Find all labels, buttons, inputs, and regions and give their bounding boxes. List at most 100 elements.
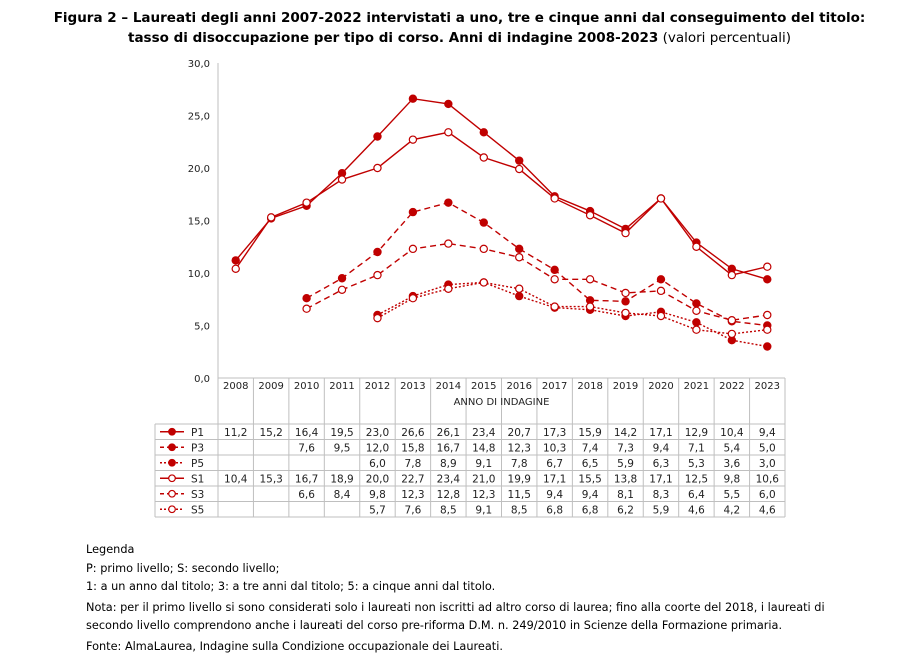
series-line-P3 [306,201,768,327]
legend-marker-P5 [168,458,176,467]
table-cell-S1: 17,1 [543,473,566,485]
table-cell-S3: 12,8 [437,489,460,501]
legend-label-S1: S1 [191,473,204,485]
x-tick-label: 2013 [400,381,425,392]
table-cell-S3: 8,3 [653,489,670,501]
title-line-1: Figura 2 – Laureati degli anni 2007-2022… [53,10,866,26]
table-cell-S1: 15,5 [578,473,601,485]
x-tick-label: 2023 [755,381,780,392]
data-point-P3 [550,265,559,275]
x-tick-label: 2015 [471,381,496,392]
x-tick-label: 2020 [648,381,673,392]
table-cell-P3: 7,3 [617,442,634,454]
series-line-S3 [306,242,768,321]
data-point-S3 [479,244,488,254]
source: Fonte: AlmaLaurea, Indagine sulla Condiz… [86,639,503,653]
table-cell-P3: 7,6 [298,442,315,454]
data-point-P5 [763,342,772,351]
data-point-S1 [337,175,347,184]
series-line-S1 [235,131,768,276]
table-cell-P1: 17,3 [543,427,566,439]
x-tick-label: 2021 [684,381,709,392]
y-tick-label: 20,0 [188,164,210,175]
table-cell-P3: 5,4 [723,442,740,454]
table-cell-P5: 6,7 [546,458,563,470]
table-cell-S1: 23,4 [437,473,461,485]
data-point-S5 [692,325,701,334]
table-cell-S1: 17,1 [649,473,672,485]
data-point-S5 [656,311,666,321]
legend-label-S3: S3 [191,489,204,501]
x-tick-label: 2018 [577,381,602,392]
table-cell-P1: 19,5 [330,427,353,439]
data-point-S1 [727,270,737,280]
data-point-P3 [337,274,347,283]
table-cell-S3: 12,3 [401,489,424,501]
data-point-S1 [266,213,276,222]
data-point-P3 [692,299,701,308]
x-axis-title: ANNO DI INDAGINE [454,397,550,408]
data-point-S5 [408,294,418,303]
data-point-S3 [337,285,347,294]
x-tick-label: 2012 [365,381,390,392]
table-cell-S1: 9,8 [723,473,740,485]
table-cell-S5: 6,8 [546,504,563,516]
table-cell-S3: 8,4 [334,489,351,501]
y-tick-label: 30,0 [188,59,210,70]
data-point-S5 [585,302,595,311]
table-cell-S1: 21,0 [472,473,495,485]
table-cell-P3: 16,7 [437,442,460,454]
data-point-P1 [479,128,488,137]
data-point-S3 [408,244,418,254]
legend-line-1: P: primo livello; S: secondo livello; [86,561,280,575]
table-cell-P5: 6,3 [653,458,670,470]
data-point-P1 [231,256,240,265]
table-cell-P1: 26,6 [401,427,425,439]
data-point-S1 [444,128,453,137]
table-cell-S5: 8,5 [511,504,528,516]
data-point-S3 [692,306,701,315]
series-line-P5 [377,281,768,348]
data-point-S1 [302,198,311,207]
table-cell-P1: 10,4 [720,427,744,439]
table-cell-P3: 7,4 [582,442,599,454]
table-cell-S5: 4,6 [688,504,705,516]
table-cell-S1: 20,0 [366,473,389,485]
data-point-S5 [515,284,524,293]
data-point-P1 [763,275,772,284]
table-cell-P1: 20,7 [508,427,531,439]
legend-marker-S3 [168,489,176,498]
legend-label-P1: P1 [191,427,204,439]
data-point-S5 [621,308,630,318]
data-point-P3 [302,294,311,303]
line-chart: 0,0 5,0 10,0 15,0 20,0 25,0 30,0 2008 2009 2010 20… [154,59,786,518]
x-tick-label: 2019 [613,381,638,392]
table-cell-P5: 5,3 [688,458,705,470]
legend-label-S5: S5 [191,504,204,516]
table-cell-S5: 6,2 [617,504,634,516]
data-point-P5 [515,291,524,301]
x-tick-label: 2017 [542,381,567,392]
y-tick-label: 25,0 [188,112,210,123]
table-cell-P3: 7,1 [688,442,705,454]
table-cell-S1: 19,9 [508,473,531,485]
data-point-S3 [550,275,559,284]
data-point-P1 [444,99,453,109]
table-cell-P5: 6,0 [369,458,386,470]
legend-label-P3: P3 [191,442,204,454]
table-cell-P5: 8,9 [440,458,457,470]
table-cell-P3: 15,8 [401,442,424,454]
table-cell-S3: 6,6 [298,489,315,501]
table-cell-P5: 7,8 [405,458,422,470]
legend-line-2: 1: a un anno dal titolo; 3: a tre anni d… [86,580,496,593]
table-cell-P5: 6,5 [582,458,599,470]
data-point-S3 [585,275,595,284]
table-cell-P1: 15,9 [578,427,601,439]
series-line-P1 [235,97,768,280]
table-cell-P1: 26,1 [437,427,460,439]
table-cell-P3: 9,5 [334,442,351,454]
table-cell-S3: 9,4 [546,489,563,501]
x-tick-label: 2014 [436,381,461,392]
table-cell-P1: 17,1 [649,427,672,439]
table-cell-P1: 16,4 [295,427,319,439]
